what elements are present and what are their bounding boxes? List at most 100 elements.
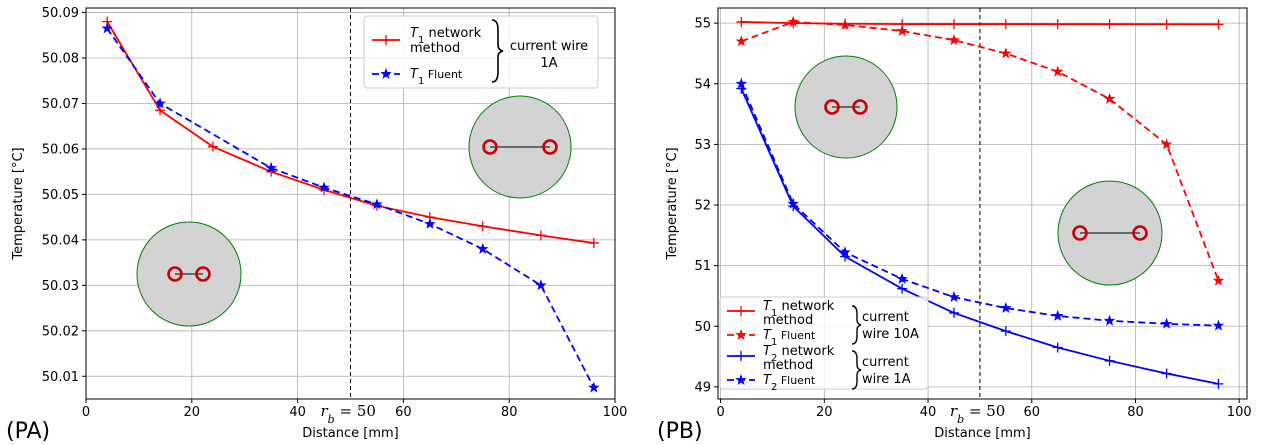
conductor-icon-wide: [468, 95, 572, 199]
data-point: [896, 272, 908, 284]
data-point: [371, 198, 383, 210]
data-point: [948, 307, 959, 318]
data-point: [897, 283, 908, 294]
x-tick-label: 60: [1023, 405, 1040, 420]
y-axis-label: Temperature [°C]: [665, 147, 680, 260]
data-point: [948, 19, 959, 30]
y-tick-label: 54: [694, 77, 711, 92]
data-point: [1000, 301, 1012, 314]
y-tick-label: 50.04: [42, 233, 79, 248]
wire-icon: [482, 139, 498, 155]
data-point: [1160, 317, 1173, 329]
data-point: [207, 141, 218, 152]
data-point: [476, 242, 489, 254]
rb-label-part: r: [950, 402, 958, 420]
legend-label-method: method: [763, 313, 813, 328]
data-point: [265, 161, 277, 173]
data-point: [588, 381, 600, 393]
wire-icon: [824, 99, 840, 115]
y-tick-label: 52: [694, 199, 711, 214]
data-point: [1212, 274, 1225, 286]
data-point: [1104, 355, 1115, 366]
axes-frame: [85, 7, 616, 400]
wire-icon: [542, 139, 558, 155]
legend-group-label: wire 10A: [862, 327, 919, 342]
data-point: [1103, 92, 1116, 104]
legend-label-t1-fluent-part: Fluent: [424, 68, 463, 81]
wire-icon: [852, 99, 868, 115]
x-tick-label: 40: [289, 405, 306, 420]
legend-label-series-4-part: 2: [771, 382, 777, 393]
data-point: [588, 238, 599, 249]
legend-group-label: wire 1A: [862, 372, 911, 387]
legend-group-label: current: [862, 310, 909, 325]
legend-label-series-1-part: network: [777, 299, 834, 314]
data-point: [948, 291, 960, 303]
legend-marker: [735, 373, 747, 385]
rb-label-part: = 50: [964, 402, 1005, 420]
data-point: [1000, 19, 1011, 30]
axes-frame: [717, 7, 1248, 400]
data-point: [1103, 314, 1116, 326]
data-point: [1051, 309, 1064, 321]
data-point: [787, 197, 800, 209]
y-tick-label: 50: [694, 320, 711, 335]
legend-label-series-3-part: T: [763, 344, 772, 359]
x-tick-label: 60: [395, 405, 412, 420]
series-line-1: [106, 21, 594, 244]
x-tick-label: 100: [603, 405, 628, 420]
data-point: [1051, 65, 1064, 77]
data-point: [735, 35, 748, 47]
legend-label-series-4: T2 Fluent: [763, 373, 816, 393]
legend-label-series-4-part: T: [763, 373, 772, 388]
y-tick-label: 50.09: [42, 6, 79, 21]
legend-label-t1-network-part: 1: [418, 35, 424, 46]
plot-panel-1: 0 20 40 60 80 100 50.01 50.02 50.03 50.04 50.05 50.…: [0, 0, 627, 444]
rb-label-part: b: [957, 413, 964, 426]
legend-brace: [491, 19, 504, 83]
legend-box: [363, 15, 599, 89]
panel-label: (PB): [657, 419, 703, 444]
y-tick-label: 50.07: [42, 97, 79, 112]
wire-icon: [195, 266, 211, 282]
data-point: [1000, 47, 1012, 59]
legend-label-t1-fluent: T1 Fluent: [410, 67, 463, 87]
legend-label-series-2: T1 Fluent: [763, 328, 816, 348]
x-tick-label: 80: [501, 405, 518, 420]
data-point: [424, 217, 436, 229]
data-point: [1213, 19, 1224, 30]
rb-label-part: r: [321, 402, 329, 420]
legend-marker: [736, 306, 746, 316]
y-tick-label: 50.03: [42, 279, 79, 294]
data-point: [735, 77, 748, 89]
legend-label-t1-fluent-part: 1: [418, 76, 424, 87]
legend-box: [719, 296, 929, 390]
x-axis-label: Distance [mm]: [934, 426, 1030, 441]
rb-label: rb = 50: [950, 402, 1005, 426]
legend-marker: [381, 35, 391, 45]
data-point: [1104, 19, 1115, 30]
data-point: [535, 279, 547, 291]
x-tick-label: 40: [920, 405, 937, 420]
legend-group-label-line1: current wire: [510, 39, 588, 54]
legend-marker: [735, 328, 747, 340]
legend-label-series-3: T2 network: [763, 344, 835, 364]
data-point: [101, 22, 113, 34]
legend-label-series-2-part: Fluent: [777, 329, 816, 342]
data-point: [1052, 342, 1063, 353]
data-point: [1160, 138, 1173, 150]
legend-label-t1-network: T1 network: [410, 26, 482, 46]
legend-label-method: method: [763, 358, 813, 373]
y-tick-label: 53: [694, 138, 711, 153]
y-tick-label: 50.01: [42, 370, 79, 385]
legend-marker: [380, 67, 392, 79]
rb-label-part: b: [328, 413, 335, 426]
x-tick-label: 20: [184, 405, 201, 420]
legend-label-series-2-part: T: [763, 328, 772, 343]
y-tick-label: 50.02: [42, 324, 79, 339]
legend-group-label-line2: 1A: [540, 56, 557, 71]
legend-label-method: method: [410, 41, 460, 56]
